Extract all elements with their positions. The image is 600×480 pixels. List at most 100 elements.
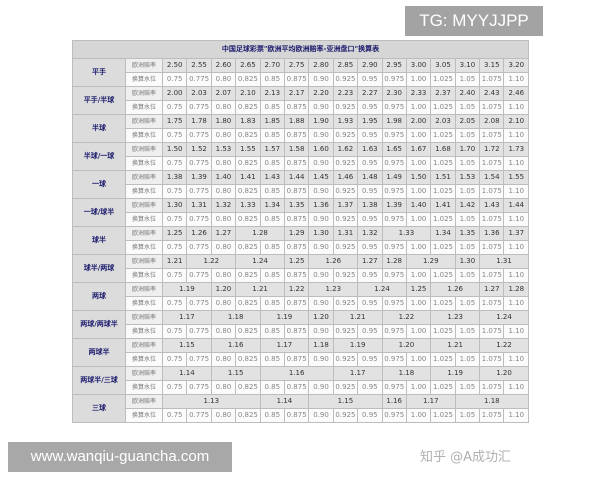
water-cell: 0.825 <box>235 380 261 395</box>
handicap-label: 半球/一球 <box>72 142 126 171</box>
odds-cell: 1.57 <box>259 142 285 157</box>
water-cell: 0.75 <box>161 240 188 255</box>
water-cell: 1.075 <box>479 212 505 227</box>
odds-cell: 3.05 <box>430 58 456 73</box>
odds-cell: 1.22 <box>283 282 310 297</box>
odds-cell: 1.31 <box>479 254 530 269</box>
water-cell: 1.00 <box>405 100 432 115</box>
water-label: 换算水位 <box>125 184 163 199</box>
odds-cell: 1.24 <box>235 254 285 269</box>
water-cell: 0.75 <box>161 72 188 87</box>
handicap-label: 球半/两球 <box>72 254 126 283</box>
odds-cell: 2.10 <box>503 114 530 129</box>
water-cell: 1.00 <box>405 184 432 199</box>
water-cell: 0.95 <box>357 240 383 255</box>
odds-cell: 1.13 <box>162 394 261 409</box>
conversion-table: 中国足球彩票"欧洲平均欧洲赔率-亚洲盘口"换算表 平手 欧洲赔率 2.50 2.55 2… <box>71 40 530 423</box>
odds-cell: 2.20 <box>308 86 334 101</box>
handicap-label: 两球/两球半 <box>72 310 126 339</box>
handicap-label: 球半 <box>72 226 126 255</box>
water-cell: 0.80 <box>210 240 237 255</box>
water-label: 换算水位 <box>125 72 163 87</box>
water-cell: 0.80 <box>210 324 237 339</box>
odds-cell: 1.22 <box>479 338 530 353</box>
water-cell: 0.775 <box>186 240 212 255</box>
water-row: 换算水位 0.75 0.775 0.80 0.825 0.85 0.875 0.90 0.925… <box>73 72 530 87</box>
odds-cell: 1.42 <box>454 198 481 213</box>
odds-cell: 1.35 <box>454 226 481 241</box>
water-cell: 1.00 <box>405 268 432 283</box>
odds-label: 欧洲赔率 <box>125 114 163 129</box>
odds-cell: 1.93 <box>332 114 359 129</box>
water-cell: 0.90 <box>308 128 334 143</box>
odds-cell: 1.25 <box>405 282 432 297</box>
water-cell: 1.00 <box>405 240 432 255</box>
water-cell: 1.05 <box>454 72 481 87</box>
water-cell: 0.875 <box>283 380 310 395</box>
odds-cell: 1.34 <box>430 226 456 241</box>
odds-cell: 1.40 <box>210 170 237 185</box>
odds-cell: 1.35 <box>283 198 310 213</box>
tg-label: TG: MYYJJPP <box>405 6 543 36</box>
odds-cell: 1.32 <box>210 198 237 213</box>
water-cell: 0.95 <box>357 100 383 115</box>
water-cell: 0.85 <box>259 100 285 115</box>
odds-cell: 1.25 <box>161 226 188 241</box>
odds-cell: 2.80 <box>308 58 334 73</box>
odds-cell: 2.03 <box>186 86 212 101</box>
odds-label: 欧洲赔率 <box>125 142 163 157</box>
odds-cell: 2.10 <box>235 86 261 101</box>
water-cell: 0.75 <box>161 296 188 311</box>
water-cell: 0.95 <box>357 324 383 339</box>
water-cell: 0.80 <box>210 268 237 283</box>
water-cell: 0.85 <box>259 380 285 395</box>
water-row: 换算水位 0.75 0.775 0.80 0.825 0.85 0.875 0.90 0.925… <box>73 156 530 171</box>
odds-cell: 1.53 <box>210 142 237 157</box>
water-cell: 0.95 <box>357 380 383 395</box>
odds-cell: 1.17 <box>405 394 456 409</box>
odds-cell: 1.15 <box>210 366 261 381</box>
water-cell: 1.00 <box>405 128 432 143</box>
odds-row: 球半 欧洲赔率 1.25 1.26 1.27 1.28 1.29 1.30 1.31 1.32 1.… <box>72 226 530 255</box>
odds-cell: 1.21 <box>161 254 188 269</box>
water-cell: 0.975 <box>381 184 407 199</box>
water-cell: 1.025 <box>430 212 456 227</box>
water-cell: 0.875 <box>283 72 310 87</box>
odds-cell: 1.19 <box>430 366 481 381</box>
odds-cell: 1.24 <box>357 282 407 297</box>
water-cell: 0.825 <box>235 324 261 339</box>
water-cell: 0.90 <box>308 296 334 311</box>
odds-label: 欧洲赔率 <box>125 254 163 269</box>
water-cell: 0.90 <box>308 72 334 87</box>
odds-cell: 1.29 <box>405 254 456 269</box>
water-cell: 0.925 <box>332 184 359 199</box>
water-cell: 0.90 <box>308 268 334 283</box>
odds-cell: 1.41 <box>235 170 261 185</box>
odds-cell: 2.05 <box>454 114 481 129</box>
water-cell: 0.775 <box>186 100 212 115</box>
water-cell: 0.90 <box>308 240 334 255</box>
handicap-label: 平手/半球 <box>72 86 126 115</box>
odds-cell: 2.37 <box>430 86 456 101</box>
water-cell: 0.80 <box>210 156 237 171</box>
odds-cell: 1.22 <box>186 254 237 269</box>
water-cell: 1.10 <box>503 184 530 199</box>
odds-cell: 2.90 <box>357 58 383 73</box>
odds-row: 半球 欧洲赔率 1.75 1.78 1.80 1.83 1.85 1.88 1.90 1.93 1.… <box>72 114 530 143</box>
water-cell: 0.775 <box>186 156 212 171</box>
water-cell: 1.05 <box>454 380 481 395</box>
odds-cell: 1.32 <box>357 226 383 241</box>
odds-row: 一球/球半 欧洲赔率 1.30 1.31 1.32 1.33 1.34 1.35 1.36 1.3… <box>72 198 530 227</box>
water-cell: 1.075 <box>479 352 505 367</box>
water-cell: 1.10 <box>503 408 530 423</box>
water-cell: 0.80 <box>210 296 237 311</box>
water-row: 换算水位 0.75 0.775 0.80 0.825 0.85 0.875 0.90 0.925… <box>73 352 530 367</box>
water-cell: 1.10 <box>503 128 530 143</box>
water-cell: 0.825 <box>235 268 261 283</box>
odds-cell: 1.50 <box>161 142 188 157</box>
odds-cell: 1.33 <box>381 226 432 241</box>
water-cell: 0.875 <box>283 296 310 311</box>
odds-cell: 2.55 <box>186 58 212 73</box>
water-cell: 1.10 <box>503 352 530 367</box>
odds-cell: 1.30 <box>161 198 188 213</box>
